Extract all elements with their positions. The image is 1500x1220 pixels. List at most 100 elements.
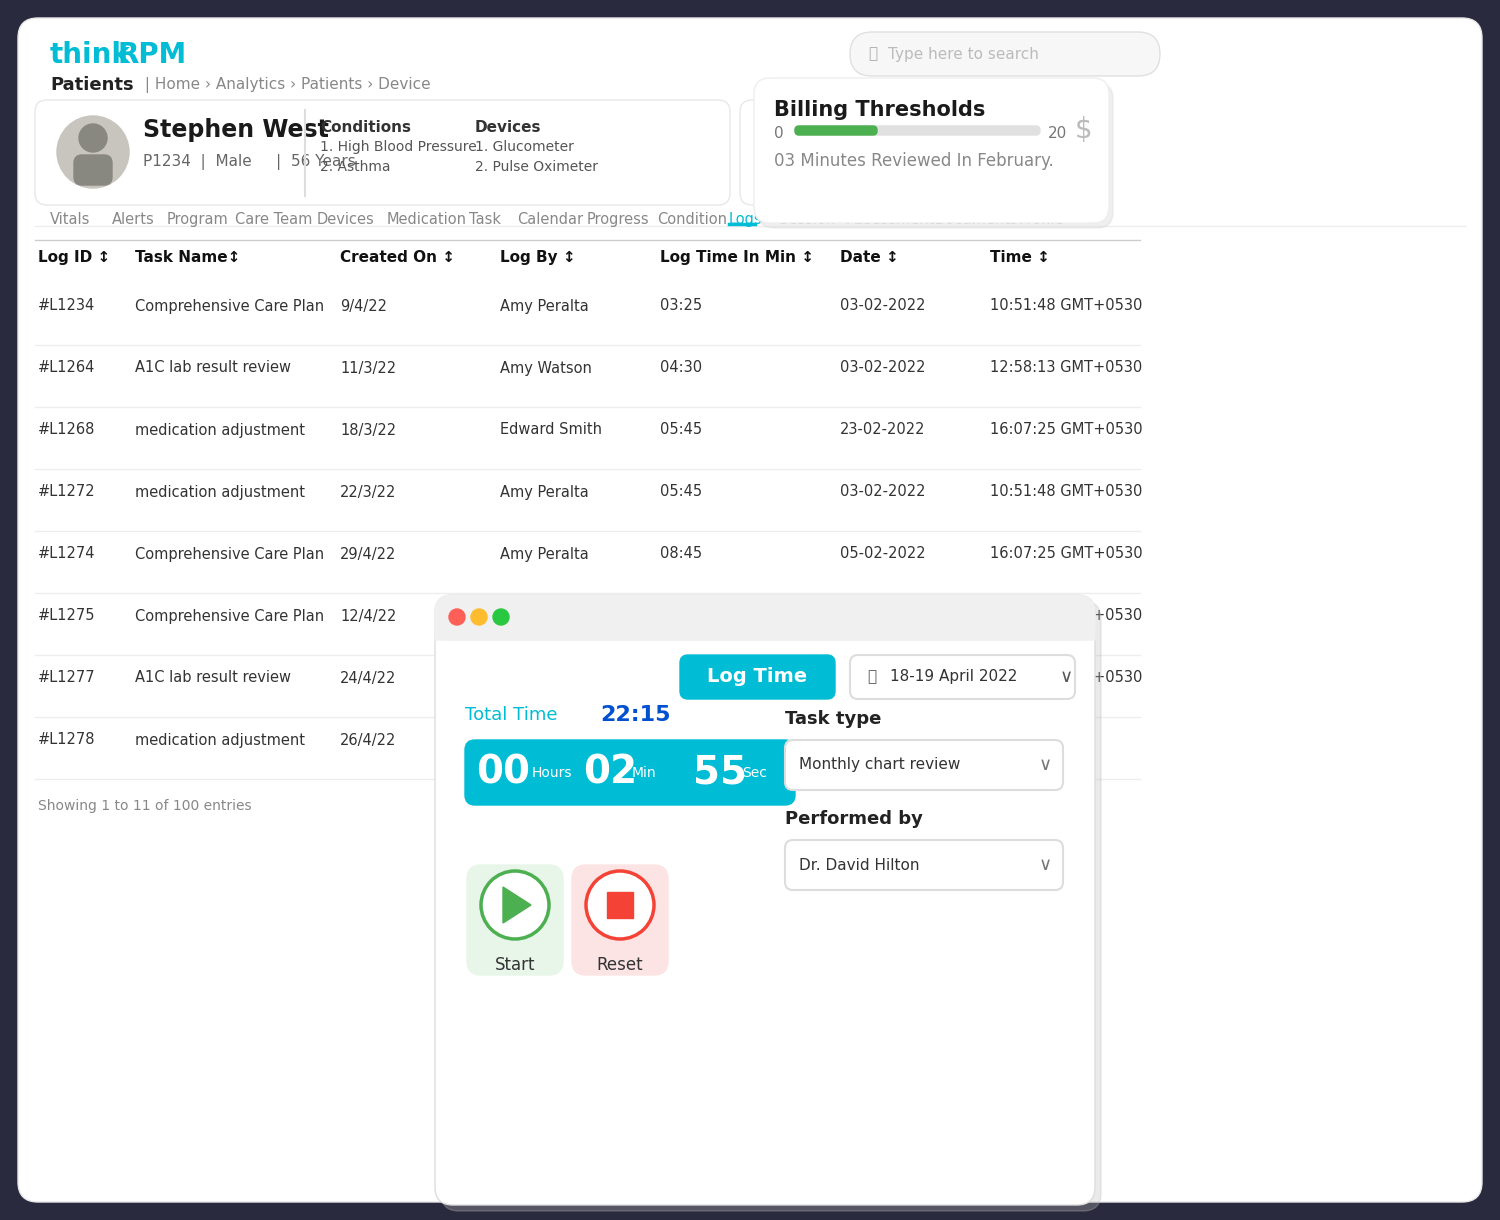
- Text: Amy Watson: Amy Watson: [500, 609, 592, 623]
- Text: 24/4/22: 24/4/22: [340, 671, 396, 686]
- Text: 2. Pulse Oximeter: 2. Pulse Oximeter: [476, 160, 598, 174]
- Text: Hours: Hours: [532, 766, 573, 780]
- Text: Billing Thresholds: Billing Thresholds: [774, 100, 986, 120]
- Text: Performed by: Performed by: [784, 810, 922, 828]
- Text: Edward Smith: Edward Smith: [500, 671, 602, 686]
- Text: P1234  |  Male     |  56 Years: P1234 | Male | 56 Years: [142, 154, 356, 170]
- Text: 08:45: 08:45: [660, 547, 702, 561]
- Text: Devices: Devices: [476, 120, 542, 135]
- Text: Comprehensive Care Plan: Comprehensive Care Plan: [135, 547, 324, 561]
- Text: 0: 0: [774, 126, 783, 140]
- FancyBboxPatch shape: [754, 152, 956, 161]
- Circle shape: [471, 609, 488, 625]
- Text: Total Time: Total Time: [465, 706, 558, 723]
- Text: 05:45: 05:45: [660, 422, 702, 438]
- Text: ∨: ∨: [1060, 669, 1072, 686]
- Text: 26/4/22: 26/4/22: [340, 732, 396, 748]
- Text: 12:58:13 GMT+0530: 12:58:13 GMT+0530: [990, 360, 1143, 376]
- Text: Amy Peralta: Amy Peralta: [500, 484, 588, 499]
- Text: 10:51:48 GMT+0530: 10:51:48 GMT+0530: [990, 299, 1143, 314]
- Text: medication adjustment: medication adjustment: [135, 422, 304, 438]
- Text: Log Time: Log Time: [706, 667, 807, 687]
- Text: Comprehensive Care Plan: Comprehensive Care Plan: [135, 299, 324, 314]
- Text: Task type: Task type: [784, 710, 882, 728]
- Text: Session: Session: [778, 212, 836, 227]
- Text: Conditions: Conditions: [320, 120, 411, 135]
- Text: 0: 0: [754, 140, 764, 154]
- Text: 03-02-2022: 03-02-2022: [840, 360, 926, 376]
- FancyBboxPatch shape: [740, 100, 975, 205]
- Text: Amy Watson: Amy Watson: [500, 360, 592, 376]
- Text: Vitals: Vitals: [50, 212, 90, 227]
- Text: Log By ↕: Log By ↕: [500, 250, 576, 265]
- Text: 00: 00: [476, 754, 530, 792]
- Text: A1C lab result review: A1C lab result review: [135, 360, 291, 376]
- Text: 🔍: 🔍: [868, 46, 877, 61]
- Text: 05:45: 05:45: [660, 484, 702, 499]
- Text: Program: Program: [166, 212, 228, 227]
- FancyBboxPatch shape: [435, 595, 1095, 640]
- Text: 03-02-2022: 03-02-2022: [840, 484, 926, 499]
- Text: medication adjustment: medication adjustment: [135, 484, 304, 499]
- Text: 25-05-2022: 25-05-2022: [840, 671, 926, 686]
- FancyBboxPatch shape: [754, 152, 840, 161]
- Bar: [608, 892, 633, 917]
- Text: $: $: [1076, 116, 1092, 144]
- Text: Showing 1 to 11 of 100 entries: Showing 1 to 11 of 100 entries: [38, 799, 252, 813]
- Text: 55: 55: [693, 754, 747, 792]
- Text: 18/3/22: 18/3/22: [340, 422, 396, 438]
- Text: 📅: 📅: [867, 670, 876, 684]
- Text: Type here to search: Type here to search: [888, 46, 1040, 61]
- Text: Date ↕: Date ↕: [840, 250, 898, 265]
- Text: 03 Minutes Reviewed In February.: 03 Minutes Reviewed In February.: [774, 152, 1053, 170]
- Text: Progress: Progress: [586, 212, 650, 227]
- Text: 03:25: 03:25: [660, 299, 702, 314]
- FancyBboxPatch shape: [795, 126, 1040, 135]
- Text: Assessment: Assessment: [847, 212, 936, 227]
- Text: A1C lab result review: A1C lab result review: [135, 671, 291, 686]
- Text: Log ID ↕: Log ID ↕: [38, 250, 111, 265]
- FancyBboxPatch shape: [784, 741, 1064, 791]
- Text: Task Name↕: Task Name↕: [135, 250, 240, 265]
- Text: 05:45: 05:45: [660, 609, 702, 623]
- Text: #L1234: #L1234: [38, 299, 96, 314]
- Text: medication adjustment: medication adjustment: [135, 732, 304, 748]
- Text: 18-19 April 2022: 18-19 April 2022: [890, 670, 1017, 684]
- Text: Care Team: Care Team: [236, 212, 312, 227]
- Polygon shape: [503, 887, 531, 924]
- Text: Patients: Patients: [50, 76, 134, 94]
- Text: 03-02-2022: 03-02-2022: [840, 299, 926, 314]
- Text: 04:30: 04:30: [660, 360, 702, 376]
- Text: 12/4/22: 12/4/22: [340, 609, 396, 623]
- Text: Comprehensive Care Plan: Comprehensive Care Plan: [135, 609, 324, 623]
- Text: 16:07:25 GMT+0530: 16:07:25 GMT+0530: [990, 422, 1143, 438]
- FancyBboxPatch shape: [435, 620, 1095, 640]
- Text: 16:07:25 GMT+0530: 16:07:25 GMT+0530: [990, 547, 1143, 561]
- FancyBboxPatch shape: [754, 78, 1108, 223]
- Text: Min: Min: [632, 766, 657, 780]
- Text: Calendar: Calendar: [518, 212, 584, 227]
- Text: | Home › Analytics › Patients › Device: | Home › Analytics › Patients › Device: [140, 77, 430, 93]
- Text: Amy Peralta: Amy Peralta: [500, 547, 588, 561]
- FancyBboxPatch shape: [850, 655, 1076, 699]
- FancyBboxPatch shape: [465, 741, 795, 805]
- Text: 10:52: 10:52: [660, 671, 702, 686]
- Text: Condition: Condition: [657, 212, 728, 227]
- Text: Dr. David Hilton: Dr. David Hilton: [800, 858, 920, 872]
- Text: Reset: Reset: [597, 956, 644, 974]
- Text: #L1277: #L1277: [38, 671, 96, 686]
- Text: 22/3/22: 22/3/22: [340, 484, 396, 499]
- FancyBboxPatch shape: [34, 100, 730, 205]
- Text: Amy Peralta: Amy Peralta: [500, 299, 588, 314]
- FancyBboxPatch shape: [850, 32, 1160, 76]
- Circle shape: [57, 116, 129, 188]
- Text: 03-03-2022: 03-03-2022: [840, 609, 926, 623]
- FancyBboxPatch shape: [572, 865, 668, 975]
- Text: Created On ↕: Created On ↕: [340, 250, 454, 265]
- Text: #L1264: #L1264: [38, 360, 96, 376]
- Circle shape: [482, 871, 549, 939]
- Text: 11/3/22: 11/3/22: [340, 360, 396, 376]
- FancyBboxPatch shape: [74, 155, 112, 185]
- Text: Devices: Devices: [316, 212, 375, 227]
- Text: Log Time In Min ↕: Log Time In Min ↕: [660, 250, 814, 265]
